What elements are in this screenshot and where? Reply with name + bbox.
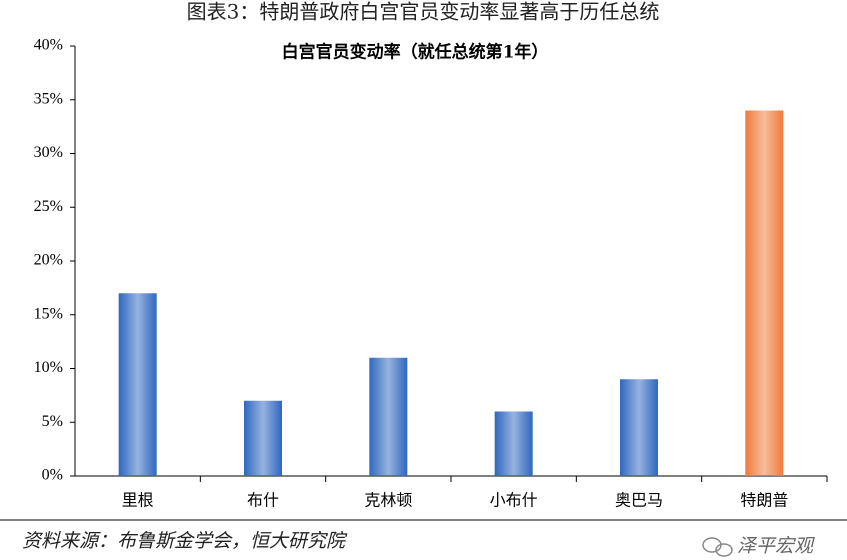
source: 资料来源：布鲁斯金学会，恒大研究院: [22, 530, 348, 552]
x-tick-label: 奥巴马: [615, 491, 663, 510]
x-tick-label: 小布什: [490, 491, 538, 510]
watermark-icon: [702, 537, 733, 557]
chart-title: 白宫官员变动率（就任总统第1年）: [282, 42, 549, 63]
bar: [369, 357, 408, 476]
x-tick-label: 特朗普: [740, 491, 788, 510]
x-tick-label: 布什: [247, 491, 279, 510]
figure-title: 图表3：特朗普政府白宫官员变动率显著高于历任总统: [187, 0, 660, 24]
y-tick-label: 25%: [34, 198, 63, 215]
y-tick-label: 30%: [34, 144, 63, 161]
watermark: 泽平宏观: [737, 535, 815, 557]
y-tick-label: 40%: [34, 37, 63, 54]
y-tick-label: 5%: [42, 413, 63, 430]
x-tick-label: 里根: [122, 491, 154, 510]
y-tick-label: 20%: [34, 252, 63, 269]
bar: [118, 293, 157, 476]
bar: [620, 379, 658, 476]
bar: [745, 110, 784, 476]
y-tick-label: 0%: [42, 467, 63, 484]
y-tick-label: 10%: [34, 359, 63, 376]
y-tick-label: 15%: [34, 305, 63, 322]
bar: [494, 411, 533, 476]
bar: [244, 400, 282, 476]
y-tick-label: 35%: [34, 90, 63, 107]
x-tick-label: 克林顿: [364, 491, 412, 510]
